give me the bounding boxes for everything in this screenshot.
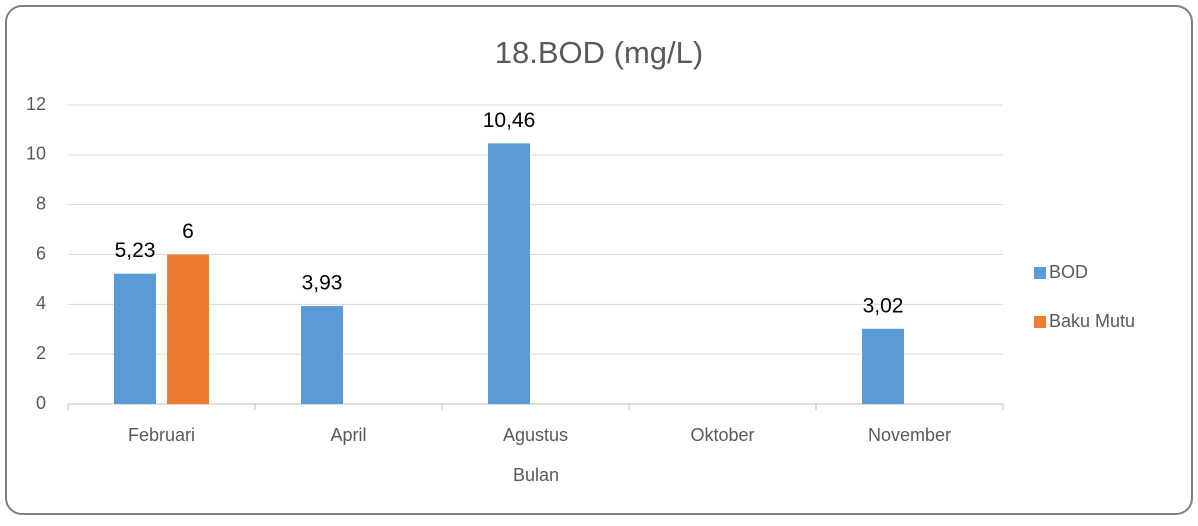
data-label: 3,02: [863, 294, 904, 317]
legend-label: BOD: [1049, 262, 1088, 282]
y-tick-label: 8: [36, 193, 46, 213]
y-tick-label: 4: [36, 293, 46, 313]
legend-swatch: [1034, 267, 1046, 279]
x-tick-label: Februari: [128, 425, 195, 445]
data-label: 5,23: [115, 239, 156, 262]
x-tick-label: April: [330, 425, 366, 445]
bar: [301, 306, 343, 404]
data-label: 3,93: [302, 272, 343, 295]
x-tick-label: November: [868, 425, 951, 445]
y-tick-label: 2: [36, 343, 46, 363]
y-tick-label: 10: [26, 144, 46, 164]
y-tick-label: 0: [36, 393, 46, 413]
data-label: 10,46: [483, 109, 536, 132]
chart-title: 18.BOD (mg/L): [495, 35, 703, 70]
y-tick-label: 6: [36, 243, 46, 263]
bar: [862, 328, 904, 404]
bar: [488, 143, 530, 404]
x-tick-label: Oktober: [690, 425, 754, 445]
x-axis-title: Bulan: [513, 465, 559, 485]
legend-swatch: [1034, 316, 1046, 328]
legend-label: Baku Mutu: [1049, 311, 1135, 331]
bar: [167, 254, 209, 404]
x-tick-label: Agustus: [503, 425, 568, 445]
y-tick-label: 12: [26, 94, 46, 114]
bar: [114, 273, 156, 404]
data-label: 6: [182, 220, 194, 243]
